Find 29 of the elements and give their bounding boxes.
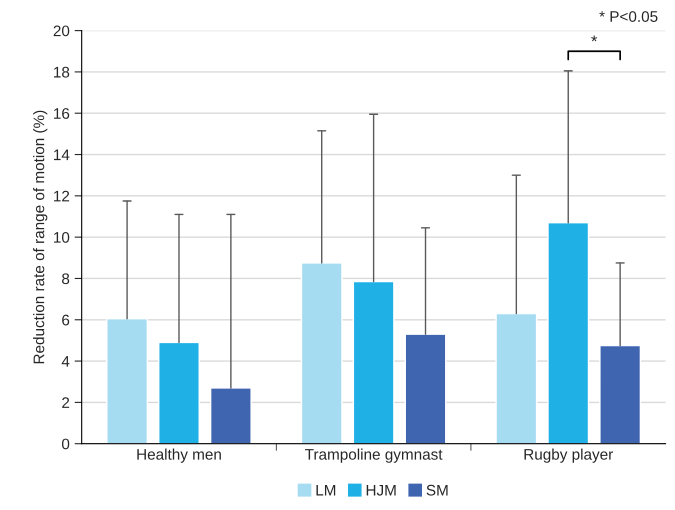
legend-label: HJM	[366, 484, 396, 496]
bar	[106, 318, 148, 444]
y-tick-label: 18	[54, 66, 70, 78]
bar	[158, 342, 200, 444]
x-tick-label: Healthy men	[137, 448, 221, 463]
bar	[404, 334, 446, 444]
text: * P<0.05	[599, 11, 658, 22]
x-tick-label: Rugby player	[524, 448, 613, 463]
y-tick-label: 2	[62, 397, 70, 408]
y-tick-label: 0	[62, 438, 70, 450]
y-axis-title: Reduction rate of range of motion (%)	[33, 110, 48, 364]
y-tick-label: 8	[62, 273, 70, 284]
bar	[547, 222, 590, 444]
y-tick-label: 20	[54, 25, 70, 36]
y-tick-label: 6	[62, 314, 70, 326]
bar	[210, 387, 252, 444]
bar	[300, 262, 343, 444]
y-tick-label: 14	[54, 150, 70, 160]
y-tick-label: 10	[54, 232, 70, 243]
y-tick-label: 16	[54, 108, 70, 119]
legend-label: SM	[426, 484, 448, 496]
y-tick-label: 12	[54, 190, 70, 202]
bar	[599, 344, 642, 444]
bar	[495, 312, 538, 444]
y-tick-label: 4	[62, 356, 70, 367]
x-tick-label: Trampoline gymnast	[305, 448, 442, 463]
legend-label: LM	[316, 484, 336, 496]
annotation: *	[591, 36, 598, 42]
bar	[352, 280, 395, 444]
